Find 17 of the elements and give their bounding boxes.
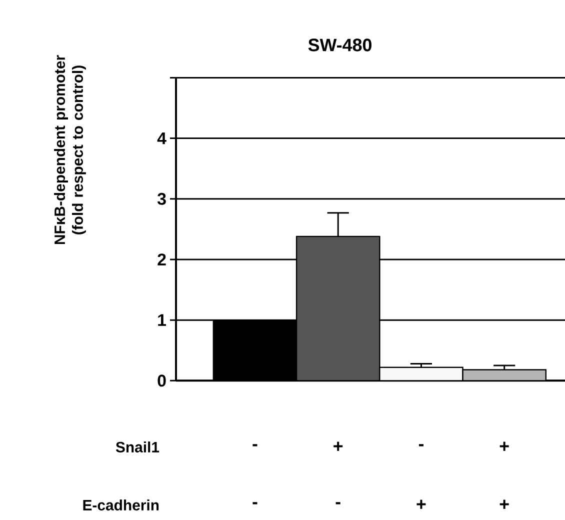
text: + [416, 500, 426, 509]
text: + [500, 500, 509, 509]
text: - [418, 444, 424, 446]
text: - [336, 502, 340, 504]
y-tick-label: 3 [157, 192, 166, 205]
text: + [334, 442, 343, 451]
text: + [500, 442, 509, 451]
y-axis-title: NFκB-dependent promoter (fold respect to control) [54, 55, 86, 244]
y-tick-label: 4 [157, 132, 166, 144]
y-tick-label: 1 [158, 314, 166, 326]
text: - [252, 444, 258, 446]
chart-title: SW-480 [308, 38, 372, 52]
text: Snail1 [116, 442, 160, 452]
text: - [252, 502, 258, 504]
y-tick-label: 2 [158, 254, 166, 266]
y-tick-label: 0 [158, 374, 166, 387]
text: E-cadherin [83, 499, 159, 510]
